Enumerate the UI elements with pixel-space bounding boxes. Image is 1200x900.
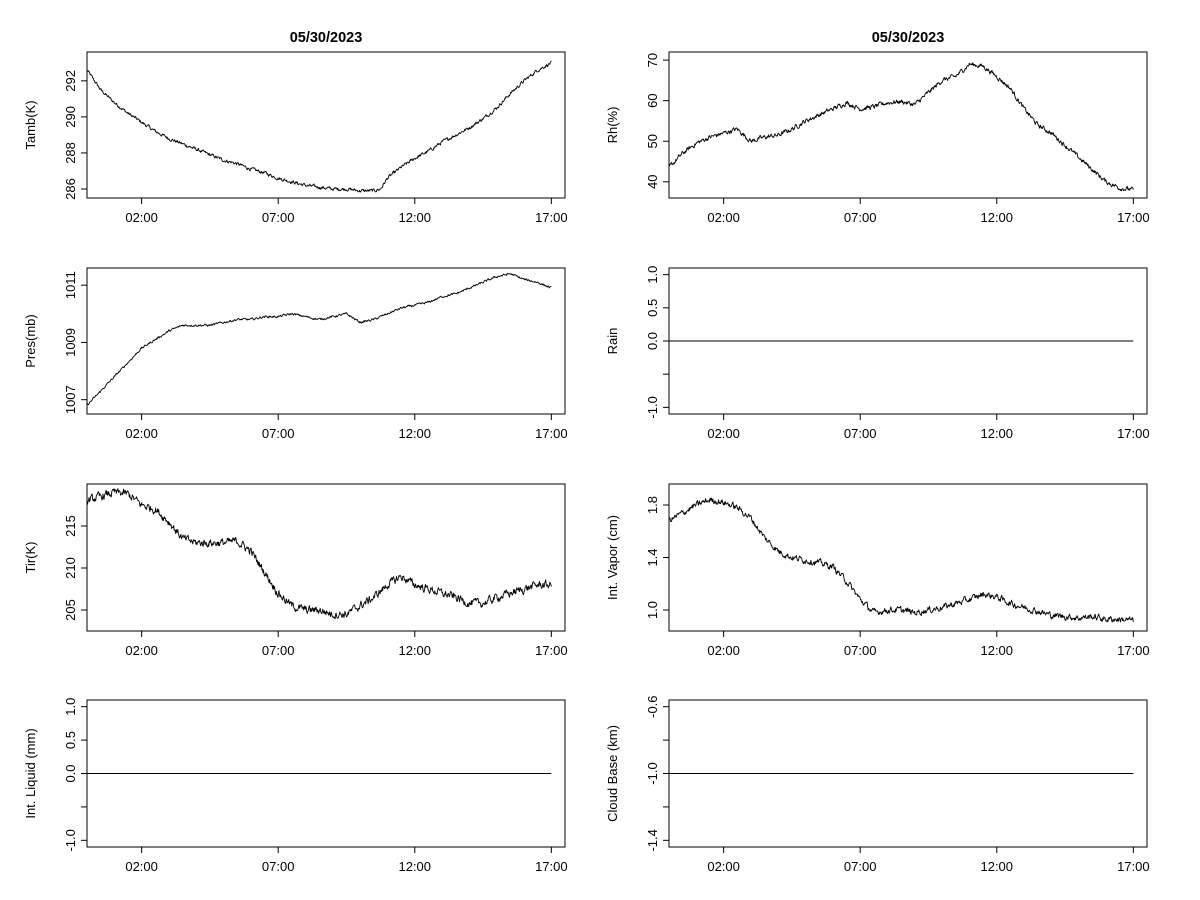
plot-frame: [86, 51, 566, 199]
panel-5: 02:00 07:00 12:00 17:00 205 210 215 Tir(K): [23, 483, 568, 658]
plot-frame: [86, 267, 566, 415]
x-tick-label: 02:00: [707, 426, 740, 441]
x-tick-label: 02:00: [125, 210, 158, 225]
x-tick-label: 17:00: [1117, 210, 1150, 225]
series-line: [86, 488, 552, 620]
y-tick-label: 70: [645, 53, 660, 67]
x-tick-label: 12:00: [398, 426, 431, 441]
x-tick-label: 07:00: [262, 859, 295, 874]
x-tick-label: 12:00: [398, 210, 431, 225]
x-tick-label: 02:00: [707, 210, 740, 225]
x-tick-label: 17:00: [1117, 859, 1150, 874]
x-tick-label: 12:00: [980, 859, 1013, 874]
series-line: [668, 62, 1134, 192]
x-tick-label: 02:00: [125, 859, 158, 874]
x-tick-label: 12:00: [980, 643, 1013, 658]
plot-frame: [86, 483, 566, 632]
y-axis-label: Cloud Base (km): [605, 725, 620, 822]
panel-1: 05/30/2023 02:00 07:00 12:00 17:00 286 288 290 2…: [23, 30, 568, 225]
x-tick-label: 12:00: [398, 643, 431, 658]
x-tick-label: 17:00: [535, 643, 568, 658]
chart-title: 05/30/2023: [872, 30, 945, 46]
series-line: [86, 272, 552, 406]
y-tick-label: 0.5: [645, 299, 660, 317]
y-tick-label: -1.0: [645, 762, 660, 784]
series-line: [86, 60, 552, 193]
y-tick-label: 210: [63, 557, 78, 579]
panel-8: 02:00 07:00 12:00 17:00 -1.4 -1.0 -0.6 Cloud Ba…: [605, 695, 1150, 874]
x-tick-label: 17:00: [535, 210, 568, 225]
x-tick-label: 07:00: [844, 426, 877, 441]
x-tick-label: 17:00: [535, 859, 568, 874]
x-tick-label: 07:00: [844, 210, 877, 225]
x-tick-label: 12:00: [980, 426, 1013, 441]
y-tick-label: 292: [63, 70, 78, 92]
plot-frame: [668, 483, 1148, 632]
y-tick-label: 0.5: [63, 731, 78, 749]
x-tick-label: 07:00: [844, 643, 877, 658]
x-tick-label: 07:00: [262, 643, 295, 658]
series-line: [668, 497, 1134, 623]
x-tick-label: 07:00: [262, 210, 295, 225]
y-tick-label: 1.0: [645, 601, 660, 619]
y-tick-label: 0.0: [645, 332, 660, 350]
chart-title: 05/30/2023: [290, 30, 363, 46]
x-tick-label: 17:00: [1117, 426, 1150, 441]
x-tick-label: 17:00: [535, 426, 568, 441]
x-tick-label: 12:00: [398, 859, 431, 874]
x-tick-label: 02:00: [707, 859, 740, 874]
panel-4: 02:00 07:00 12:00 17:00 -1.0 0.0 0.5 1.0 Rain: [605, 266, 1150, 441]
y-axis-label: Tir(K): [23, 541, 38, 573]
y-axis-label: Rain: [605, 328, 620, 355]
y-axis-label: Tamb(K): [23, 100, 38, 149]
x-tick-label: 02:00: [707, 643, 740, 658]
y-tick-label: 1.8: [645, 496, 660, 514]
y-tick-label: 0.0: [63, 764, 78, 782]
y-axis-label: Pres(mb): [23, 314, 38, 367]
y-tick-label: 1.0: [63, 698, 78, 716]
y-axis-label: Int. Vapor (cm): [605, 515, 620, 600]
y-tick-label: -1.4: [645, 829, 660, 851]
y-axis-label: Rh(%): [605, 107, 620, 144]
y-tick-label: 286: [63, 178, 78, 200]
y-tick-label: 60: [645, 93, 660, 107]
y-tick-label: 290: [63, 106, 78, 128]
y-tick-label: 40: [645, 175, 660, 189]
panel-7: 02:00 07:00 12:00 17:00 -1.0 0.0 0.5 1.0 Int. Li…: [23, 698, 568, 874]
y-axis-label: Int. Liquid (mm): [23, 728, 38, 818]
y-tick-label: -1.0: [63, 829, 78, 851]
y-tick-label: 288: [63, 142, 78, 164]
y-tick-label: 1009: [63, 328, 78, 357]
y-tick-label: 1.0: [645, 266, 660, 284]
y-tick-label: 1011: [63, 271, 78, 299]
plot-frame: [668, 51, 1148, 199]
y-tick-label: 50: [645, 134, 660, 148]
y-tick-label: -0.6: [645, 695, 660, 717]
y-tick-label: -1.0: [645, 396, 660, 418]
x-tick-label: 02:00: [125, 643, 158, 658]
panel-3: 02:00 07:00 12:00 17:00 1007 1009 1011 Pres(mb): [23, 267, 568, 441]
x-tick-label: 07:00: [262, 426, 295, 441]
x-tick-label: 17:00: [1117, 643, 1150, 658]
x-tick-label: 02:00: [125, 426, 158, 441]
y-tick-label: 1007: [63, 385, 78, 414]
y-tick-label: 1.4: [645, 548, 660, 566]
y-tick-label: 205: [63, 599, 78, 621]
panel-6: 02:00 07:00 12:00 17:00 1.0 1.4 1.8 Int. Vapor …: [605, 483, 1150, 658]
x-tick-label: 07:00: [844, 859, 877, 874]
panel-2: 05/30/2023 02:00 07:00 12:00 17:00 40 50 60 70 Rh…: [605, 30, 1150, 225]
y-tick-label: 215: [63, 515, 78, 537]
x-tick-label: 12:00: [980, 210, 1013, 225]
